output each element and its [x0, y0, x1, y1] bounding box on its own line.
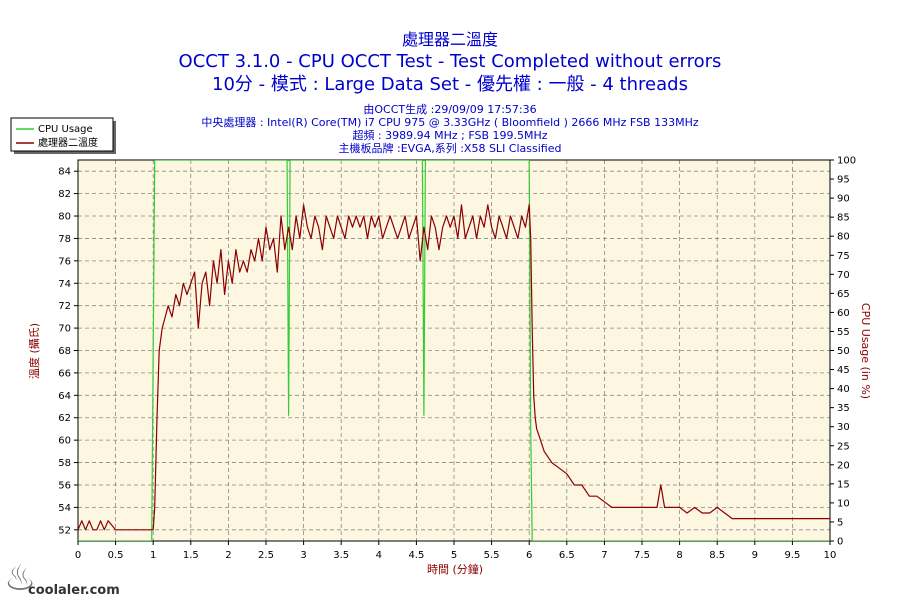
- y2-tick-label: 15: [837, 479, 850, 490]
- info-line-overclock: 超頻 : 3989.94 MHz ; FSB 199.5MHz: [352, 128, 547, 142]
- y-tick-label: 70: [58, 324, 71, 335]
- y2-tick-label: 20: [837, 460, 850, 471]
- y-tick-label: 54: [58, 503, 71, 514]
- series-line-temperature: [78, 204, 830, 531]
- y-tick-label: 58: [58, 458, 71, 469]
- y-axis-label: 溫度 (攝氏): [27, 323, 41, 379]
- info-line-cpu: 中央處理器 : Intel(R) Core(TM) i7 CPU 975 @ 3…: [201, 115, 699, 129]
- legend-label-temperature: 處理器二溫度: [38, 136, 98, 149]
- x-tick-label: 5.5: [484, 550, 500, 561]
- y-tick-label: 56: [58, 480, 71, 491]
- x-tick-label: 6: [526, 550, 532, 561]
- y2-tick-label: 50: [837, 346, 850, 357]
- y2-tick-label: 55: [837, 327, 850, 338]
- x-tick-label: 6.5: [559, 550, 575, 561]
- y-tick-label: 80: [58, 212, 71, 223]
- info-line-generated: 由OCCT生成 :29/09/09 17:57:36: [363, 102, 536, 116]
- y2-tick-label: 85: [837, 213, 850, 224]
- x-tick-label: 0: [75, 550, 81, 561]
- x-tick-label: 10: [824, 550, 837, 561]
- y2-tick-label: 90: [837, 194, 850, 205]
- y-tick-label: 72: [58, 301, 71, 312]
- y-tick-label: 64: [58, 391, 71, 402]
- x-tick-label: 8.5: [709, 550, 725, 561]
- y2-tick-label: 60: [837, 308, 850, 319]
- legend: CPU Usage 處理器二溫度: [10, 117, 116, 154]
- y2-tick-label: 45: [837, 365, 850, 376]
- y2-tick-label: 70: [837, 270, 850, 281]
- y2-tick-label: 35: [837, 403, 850, 414]
- y2-tick-label: 80: [837, 232, 850, 243]
- y2-tick-label: 30: [837, 422, 850, 433]
- y-tick-label: 82: [58, 189, 71, 200]
- y-tick-label: 66: [58, 368, 71, 379]
- chart-data-layer: [78, 160, 830, 541]
- y2-tick-label: 95: [837, 175, 850, 186]
- y-tick-label: 62: [58, 413, 71, 424]
- x-tick-label: 1: [150, 550, 156, 561]
- chart-subtitle-2: 10分 - 模式 : Large Data Set - 優先權 : 一般 - 4…: [212, 74, 688, 95]
- y-tick-label: 52: [58, 525, 71, 536]
- chart-axes-and-grid: [74, 159, 834, 545]
- x-tick-label: 0.5: [108, 550, 124, 561]
- y-tick-label: 74: [58, 279, 71, 290]
- x-tick-label: 4: [376, 550, 382, 561]
- x-tick-label: 5: [451, 550, 457, 561]
- x-tick-label: 7: [601, 550, 607, 561]
- chart-tick-labels: 0 0.5 1 1.5 2 2.5 3 3.5 4 4.5 5 5.5 6 6.5 7 7.5 8 8.5 9 9.5…: [58, 156, 856, 562]
- x-tick-label: 2: [225, 550, 231, 561]
- info-line-motherboard: 主機板品牌 :EVGA,系列 :X58 SLI Classified: [339, 141, 562, 155]
- x-tick-label: 7.5: [634, 550, 650, 561]
- y2-axis-label: CPU Usage (in %): [859, 303, 872, 399]
- legend-box: [10, 117, 114, 152]
- x-tick-label: 4.5: [408, 550, 424, 561]
- x-tick-label: 3.5: [333, 550, 349, 561]
- y2-tick-label: 5: [837, 517, 843, 528]
- y2-tick-label: 65: [837, 289, 850, 300]
- y-tick-label: 76: [58, 256, 71, 267]
- y-tick-label: 84: [58, 167, 71, 178]
- y2-tick-label: 75: [837, 251, 850, 262]
- y-tick-label: 78: [58, 234, 71, 245]
- y2-tick-label: 100: [837, 156, 856, 167]
- x-axis-label: 時間 (分鐘): [427, 562, 483, 576]
- x-tick-label: 9.5: [784, 550, 800, 561]
- y2-tick-label: 40: [837, 384, 850, 395]
- watermark-text: coolaler.com: [28, 583, 120, 598]
- y2-tick-label: 25: [837, 441, 850, 452]
- x-tick-label: 1.5: [183, 550, 199, 561]
- y-tick-label: 60: [58, 436, 71, 447]
- y2-tick-label: 10: [837, 498, 850, 509]
- x-tick-label: 9: [752, 550, 758, 561]
- watermark-glyph: ♨: [4, 558, 36, 599]
- x-tick-label: 3: [300, 550, 306, 561]
- legend-label-cpu-usage: CPU Usage: [38, 124, 93, 135]
- y-tick-label: 68: [58, 346, 71, 357]
- series-line-cpu-usage: [78, 160, 830, 541]
- x-tick-label: 8: [676, 550, 682, 561]
- chart-title: 處理器二溫度: [402, 30, 498, 49]
- chart-subtitle-1: OCCT 3.1.0 - CPU OCCT Test - Test Comple…: [179, 51, 722, 72]
- y2-tick-label: 0: [837, 537, 843, 548]
- x-tick-label: 2.5: [258, 550, 274, 561]
- watermark: ♨ coolaler.com: [4, 558, 120, 599]
